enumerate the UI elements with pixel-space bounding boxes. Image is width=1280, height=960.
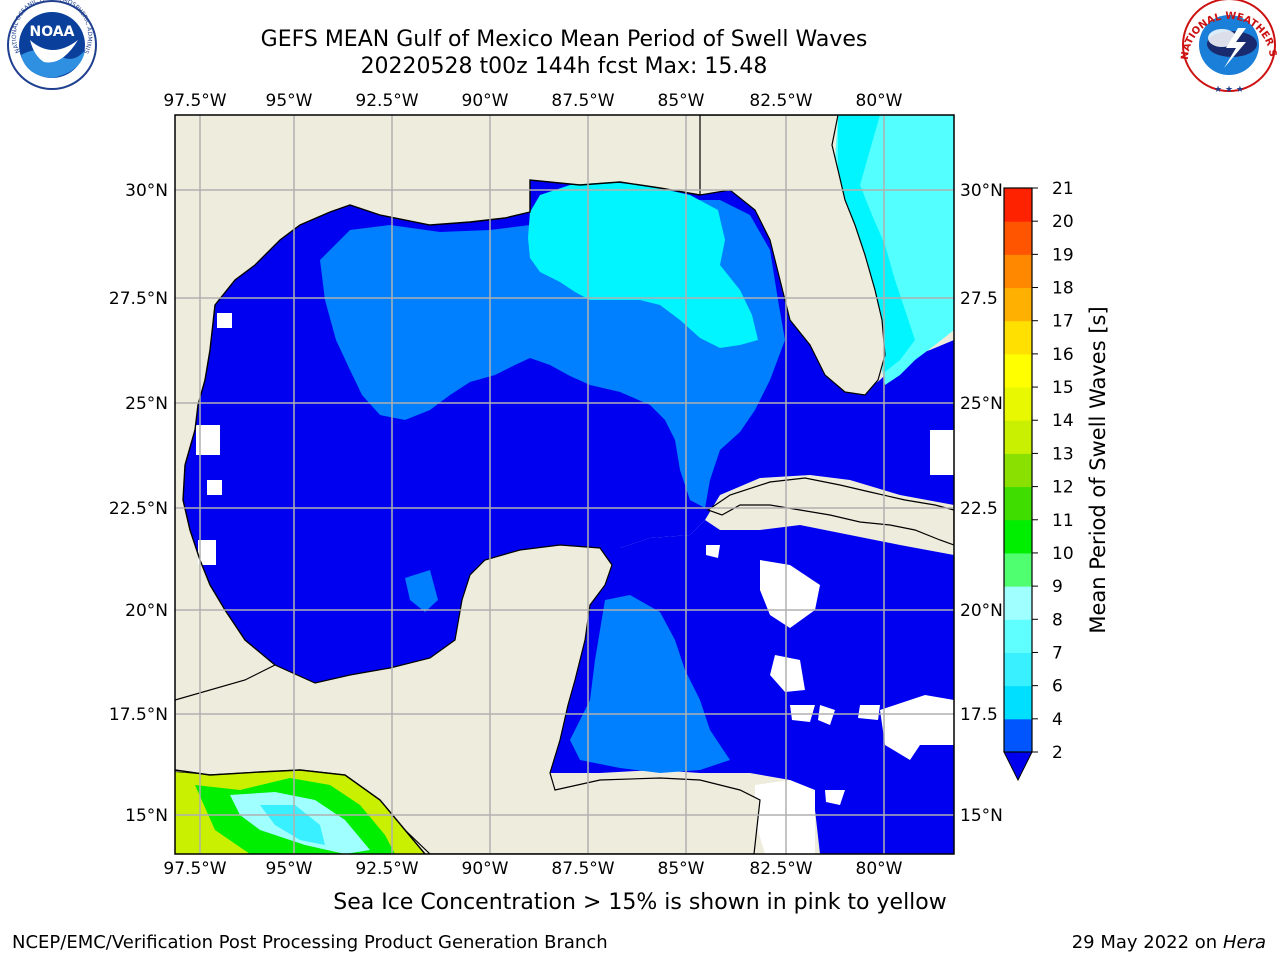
colorbar-cell bbox=[1004, 486, 1032, 521]
swell-6-8s-atlantic bbox=[838, 115, 915, 372]
lat-label-right: 30°N bbox=[960, 181, 1003, 201]
colorbar-cell bbox=[1004, 387, 1032, 421]
colorbar-cell bbox=[1004, 188, 1032, 222]
colorbar-cell bbox=[1004, 221, 1032, 255]
map-subtitle: 20220528 t00z 144h fcst Max: 15.48 bbox=[360, 54, 768, 79]
sea-ice-note: Sea Ice Concentration > 15% is shown in … bbox=[333, 890, 947, 915]
lon-label-top: 80°W bbox=[856, 91, 903, 111]
issue-date: 29 May 2022 on Hera bbox=[1072, 932, 1266, 953]
colorbar-frame bbox=[1003, 187, 1033, 753]
lon-label-top: 97.5°W bbox=[163, 91, 226, 111]
colorbar-cell bbox=[1004, 453, 1032, 488]
lon-label-top: 87.5°W bbox=[551, 91, 614, 111]
cuba-land bbox=[706, 477, 954, 546]
lat-label-right: 25°N bbox=[960, 394, 1003, 414]
credit-line: NCEP/EMC/Verification Post Processing Pr… bbox=[12, 932, 608, 953]
swell-8-10s-atlantic bbox=[835, 115, 954, 385]
us-gulf-coastline bbox=[184, 179, 701, 466]
swell-6-8s-ne-gulf bbox=[528, 182, 758, 348]
florida-land bbox=[699, 115, 886, 396]
yucatan-peninsula-land bbox=[175, 544, 761, 854]
colorbar-cell bbox=[1004, 552, 1032, 587]
colorbar-cell bbox=[1004, 287, 1032, 322]
colorbar-cell bbox=[1004, 652, 1032, 687]
colorbar-cell bbox=[1004, 685, 1032, 720]
colorbar-label: Mean Period of Swell Waves [s] bbox=[1086, 306, 1110, 633]
colorbar-tick-label: 12 bbox=[1052, 478, 1074, 498]
map-frame bbox=[174, 114, 955, 855]
noaa-logo-text: NOAA bbox=[30, 24, 75, 40]
gulf-of-mexico-map: 97.5°W 97.5°W 95°W 95°W 92.5°W 92.5°W 90°W 90°W… bbox=[109, 91, 1003, 879]
colorbar-cell bbox=[1004, 519, 1032, 554]
swell-4-6s-patch bbox=[405, 570, 438, 612]
lat-label-left: 15°N bbox=[125, 806, 168, 826]
caribbean-swell-2-4s bbox=[550, 520, 954, 854]
lon-label-bottom: 82.5°W bbox=[749, 859, 812, 879]
lat-label-right: 22.5 bbox=[960, 499, 998, 519]
map-title: GEFS MEAN Gulf of Mexico Mean Period of … bbox=[260, 27, 868, 52]
lon-label-top: 90°W bbox=[462, 91, 509, 111]
lon-label-bottom: 97.5°W bbox=[163, 859, 226, 879]
lat-label-left: 27.5°N bbox=[109, 289, 168, 309]
swell-4-6s-yucatan bbox=[570, 595, 730, 773]
colorbar-tick-label: 2 bbox=[1052, 743, 1063, 763]
lon-label-top: 95°W bbox=[266, 91, 313, 111]
colorbar-cell bbox=[1004, 718, 1032, 753]
lon-label-bottom: 80°W bbox=[856, 859, 903, 879]
lat-label-right: 20°N bbox=[960, 601, 1003, 621]
colorbar-tick-label: 21 bbox=[1052, 179, 1074, 199]
colorbar-tick-label: 6 bbox=[1052, 677, 1063, 697]
colorbar-tick-label: 18 bbox=[1052, 279, 1074, 299]
colorbar-extend-arrow bbox=[1003, 751, 1033, 782]
lon-label-top: 85°W bbox=[658, 91, 705, 111]
colorbar-tick-label: 4 bbox=[1052, 710, 1063, 730]
colorbar-cell bbox=[1004, 320, 1032, 355]
mexico-coastline bbox=[182, 464, 276, 666]
issue-date-text: 29 May 2022 on bbox=[1071, 932, 1218, 953]
lat-label-left: 20°N bbox=[125, 601, 168, 621]
lat-label-left: 25°N bbox=[125, 394, 168, 414]
no-data-patches bbox=[196, 313, 954, 854]
colorbar-tick-label: 15 bbox=[1052, 378, 1074, 398]
colorbar-cell bbox=[1004, 254, 1032, 289]
colorbar-cell bbox=[1004, 420, 1032, 454]
lat-label-right: 27.5 bbox=[960, 289, 998, 309]
lon-label-bottom: 90°W bbox=[462, 859, 509, 879]
colorbar-tick-label: 8 bbox=[1052, 610, 1063, 630]
colorbar: 2 4 6 7 8 9 10 11 12 13 14 15 16 17 18 19 20 21 Mean Peri… bbox=[1003, 179, 1110, 782]
noaa-logo: NOAA NATIONAL OCEANIC AND ATMOSPHERIC AD… bbox=[0, 0, 97, 90]
machine-name: Hera bbox=[1222, 932, 1266, 953]
lat-label-left: 30°N bbox=[125, 181, 168, 201]
lon-label-top: 92.5°W bbox=[355, 91, 418, 111]
colorbar-tick-label: 13 bbox=[1052, 444, 1074, 464]
graticule bbox=[175, 115, 954, 854]
colorbar-tick-label: 9 bbox=[1052, 577, 1063, 597]
lon-label-bottom: 87.5°W bbox=[551, 859, 614, 879]
lat-label-left: 17.5°N bbox=[109, 705, 168, 725]
lat-label-right: 15°N bbox=[960, 806, 1003, 826]
colorbar-cell bbox=[1004, 353, 1032, 388]
colorbar-tick-label: 19 bbox=[1052, 245, 1074, 265]
colorbar-tick-label: 11 bbox=[1052, 511, 1074, 531]
lon-label-bottom: 95°W bbox=[266, 859, 313, 879]
colorbar-cell bbox=[1004, 619, 1032, 653]
colorbar-tick-label: 16 bbox=[1052, 345, 1074, 365]
svg-text:★ ★ ★: ★ ★ ★ bbox=[1214, 85, 1244, 95]
colorbar-tick-label: 20 bbox=[1052, 212, 1074, 232]
nws-logo: NATIONAL WEATHER SERVICE ★ ★ ★ bbox=[0, 0, 1278, 95]
svg-text:NATIONAL WEATHER SERVICE: NATIONAL WEATHER SERVICE bbox=[0, 0, 1278, 60]
lat-label-right: 17.5 bbox=[960, 705, 998, 725]
colorbar-cell bbox=[1004, 586, 1032, 620]
colorbar-tick-label: 14 bbox=[1052, 411, 1074, 431]
lon-label-bottom: 85°W bbox=[658, 859, 705, 879]
colorbar-tick-label: 17 bbox=[1052, 312, 1074, 332]
colorbar-tick-label: 7 bbox=[1052, 643, 1063, 663]
colorbar-tick-label: 10 bbox=[1052, 544, 1074, 564]
lat-label-left: 22.5°N bbox=[109, 499, 168, 519]
lon-label-bottom: 92.5°W bbox=[355, 859, 418, 879]
lon-label-top: 82.5°W bbox=[749, 91, 812, 111]
